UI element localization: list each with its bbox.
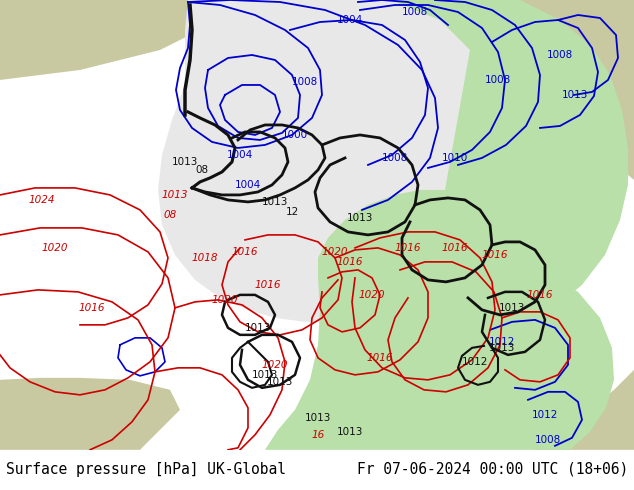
Text: 1013: 1013: [337, 427, 363, 437]
Text: 1010: 1010: [442, 153, 468, 163]
Text: 1020: 1020: [359, 290, 385, 300]
Text: 1013: 1013: [489, 343, 515, 353]
Text: 1016: 1016: [337, 257, 363, 267]
Polygon shape: [0, 0, 200, 80]
Text: 08: 08: [195, 165, 209, 175]
Polygon shape: [0, 378, 180, 450]
Polygon shape: [534, 370, 634, 450]
Polygon shape: [318, 0, 628, 345]
Text: 1020: 1020: [212, 295, 238, 305]
Text: 1020: 1020: [42, 243, 68, 253]
Text: 1004: 1004: [337, 15, 363, 25]
Text: 1008: 1008: [535, 435, 561, 445]
Text: 1013: 1013: [562, 90, 588, 100]
Text: 1008: 1008: [547, 50, 573, 60]
Text: 08: 08: [164, 210, 177, 220]
Polygon shape: [158, 0, 548, 322]
Text: 1000: 1000: [282, 130, 308, 140]
Text: 1008: 1008: [485, 75, 511, 85]
Polygon shape: [480, 0, 634, 180]
Text: 1024: 1024: [29, 195, 55, 205]
Text: 1013: 1013: [305, 413, 331, 423]
Text: 1004: 1004: [235, 180, 261, 190]
Text: 12: 12: [285, 207, 299, 217]
Text: 1008: 1008: [402, 7, 428, 17]
Polygon shape: [358, 268, 614, 450]
Text: 1013: 1013: [499, 303, 525, 313]
Text: 1020: 1020: [321, 247, 348, 257]
Text: 1018: 1018: [191, 253, 218, 263]
Polygon shape: [265, 252, 482, 450]
Text: 1013: 1013: [245, 323, 271, 333]
Text: 1016: 1016: [482, 250, 508, 260]
Text: 1013: 1013: [347, 213, 373, 223]
Text: Surface pressure [hPa] UK-Global: Surface pressure [hPa] UK-Global: [6, 462, 286, 477]
Text: 1013: 1013: [172, 157, 198, 167]
Text: 1013: 1013: [262, 197, 288, 207]
Text: 1013: 1013: [252, 370, 278, 380]
Text: 1016: 1016: [527, 290, 553, 300]
Text: 1008: 1008: [382, 153, 408, 163]
Text: 16: 16: [311, 430, 325, 440]
Text: 1016: 1016: [255, 280, 281, 290]
Text: 1013: 1013: [162, 190, 188, 200]
Text: 1012: 1012: [462, 357, 488, 367]
Text: 1016: 1016: [395, 243, 421, 253]
Text: 1020: 1020: [262, 360, 288, 370]
Text: 1012: 1012: [532, 410, 558, 420]
Text: 1008: 1008: [292, 77, 318, 87]
Text: 1016: 1016: [442, 243, 469, 253]
Text: 1004: 1004: [227, 150, 253, 160]
Text: 1016: 1016: [232, 247, 258, 257]
Text: 1012: 1012: [489, 337, 515, 347]
Text: Fr 07-06-2024 00:00 UTC (18+06): Fr 07-06-2024 00:00 UTC (18+06): [357, 462, 628, 477]
Text: 1016: 1016: [79, 303, 105, 313]
Text: 1013: 1013: [267, 377, 293, 387]
Text: 1016: 1016: [366, 353, 393, 363]
